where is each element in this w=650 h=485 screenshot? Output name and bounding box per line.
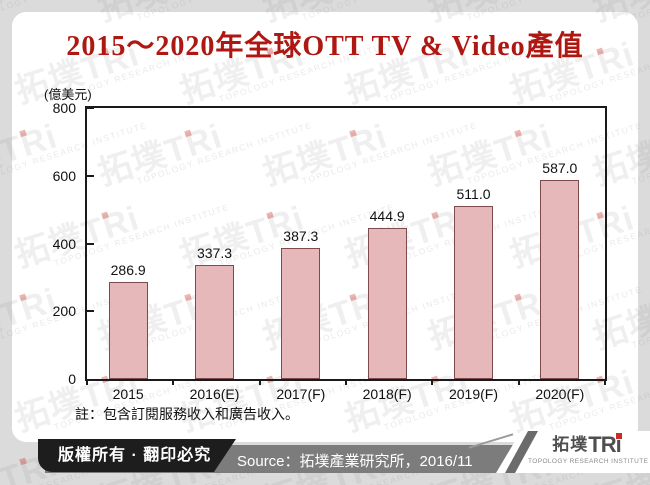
report-card — [12, 12, 638, 442]
logo-subtitle: TOPOLOGY RESEARCH INSTITUTE — [528, 458, 649, 465]
copyright-banner: 版權所有 · 翻印必究 — [38, 439, 236, 472]
source-bar: Source：拓墣產業研究所，2016/11 — [45, 445, 514, 473]
source-text: Source：拓墣產業研究所，2016/11 — [237, 453, 473, 470]
